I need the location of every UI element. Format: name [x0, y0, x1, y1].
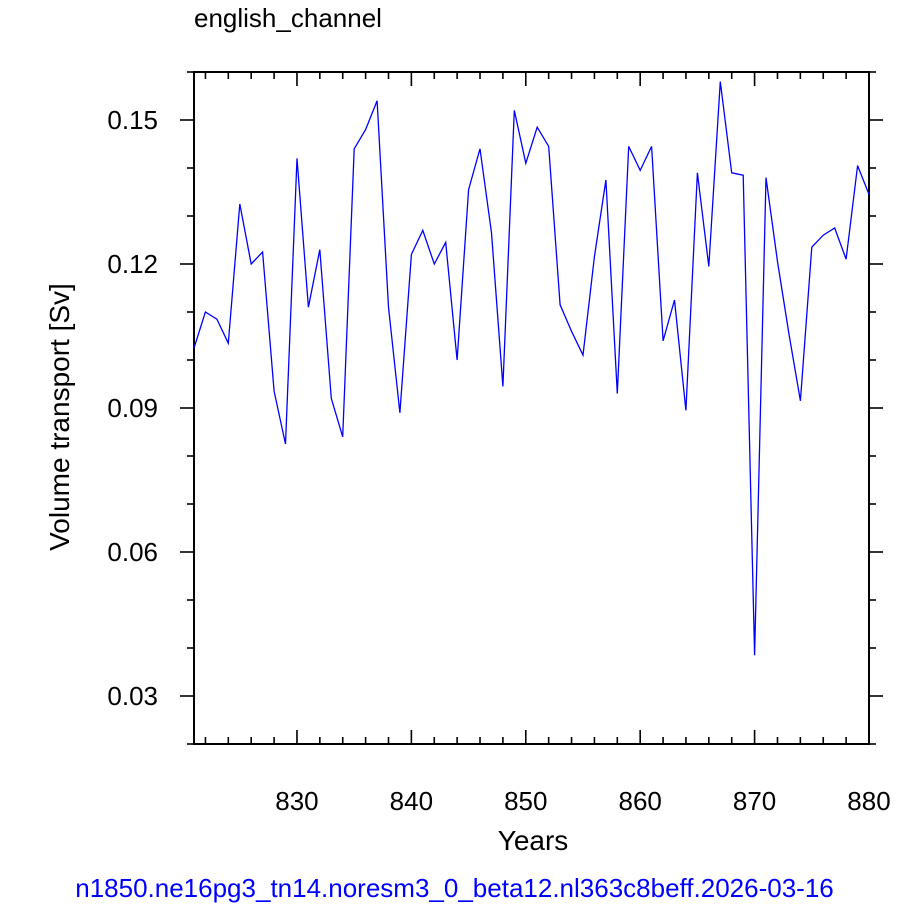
x-tick-label: 840 — [390, 786, 433, 816]
x-axis-label: Years — [497, 825, 569, 856]
chart-title: english_channel — [194, 3, 382, 33]
y-tick-label: 0.06 — [107, 537, 158, 567]
y-tick-label: 0.12 — [107, 249, 158, 279]
y-tick-label: 0.03 — [107, 681, 158, 711]
x-tick-label: 860 — [618, 786, 661, 816]
x-tick-label: 830 — [275, 786, 318, 816]
x-tick-label: 880 — [847, 786, 890, 816]
y-tick-label: 0.15 — [107, 105, 158, 135]
x-tick-label: 870 — [733, 786, 776, 816]
x-tick-label: 850 — [504, 786, 547, 816]
tick-labels: 830 840 850 860 870 880 0.03 0.06 0.09 0.12 0.15 — [107, 105, 890, 816]
series-line — [193, 81, 870, 656]
plot-frame — [193, 71, 870, 745]
footer-run-id: n1850.ne16pg3_tn14.noresm3_0_beta12.nl36… — [75, 873, 834, 903]
y-axis-label: Volume transport [Sv] — [44, 283, 75, 551]
y-tick-label: 0.09 — [107, 393, 158, 423]
axis-ticks — [180, 71, 883, 745]
